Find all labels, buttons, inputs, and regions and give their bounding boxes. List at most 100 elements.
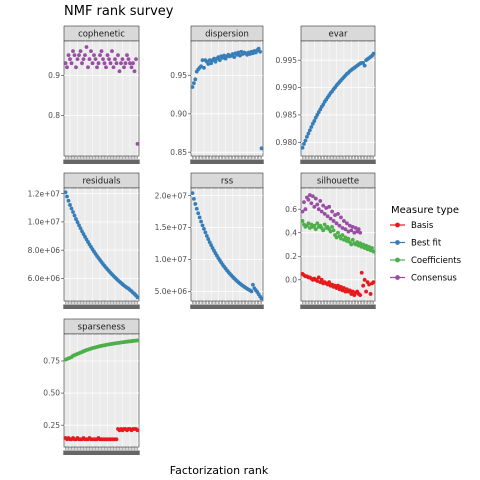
point-consensus [131, 61, 135, 65]
x-tick-label-glyph [135, 160, 139, 165]
point-basis [317, 276, 321, 280]
point-consensus [349, 228, 353, 232]
plot-background-residuals [64, 188, 139, 301]
legend: Measure type Basis Best fit Coefficients Co… [390, 205, 462, 284]
point-consensus [121, 57, 125, 61]
point-best-fit [202, 227, 206, 231]
y-tick-label: 1.0e+07 [28, 218, 61, 227]
point-consensus [112, 65, 116, 69]
point-basis [115, 437, 119, 441]
strip-label-sparseness: sparseness [78, 323, 126, 333]
point-best-fit [191, 85, 195, 89]
point-consensus [133, 69, 137, 73]
point-consensus [119, 61, 123, 65]
point-best-fit [191, 191, 195, 195]
point-basis [358, 293, 362, 297]
panel-silhouette: silhouette0.00.20.40.6 [285, 173, 376, 309]
point-consensus [97, 61, 101, 65]
y-tick-label: 0.50 [43, 389, 60, 398]
panel-rss: rss 5.0e+06 1.0e+07 1.5e+07 2.0e+07 [155, 173, 264, 309]
point-consensus [307, 198, 311, 202]
point-basis [320, 278, 324, 282]
y-tick-label: 5.0e+06 [155, 287, 188, 296]
point-consensus [312, 205, 316, 209]
point-best-fit [363, 64, 367, 68]
point-consensus [80, 61, 84, 65]
strip-label-cophenetic: cophenetic [78, 30, 125, 40]
legend-entry: Basis [411, 221, 434, 231]
point-consensus [71, 49, 75, 53]
point-best-fit [260, 146, 264, 150]
point-best-fit [65, 195, 69, 199]
y-tick-label: 0.980 [276, 138, 298, 147]
point-best-fit [307, 132, 311, 136]
point-best-fit [202, 66, 206, 70]
point-best-fit [64, 190, 68, 194]
point-best-fit [308, 128, 312, 132]
point-consensus [321, 204, 325, 208]
chart-title: NMF rank survey [64, 4, 174, 19]
point-basis [364, 290, 368, 294]
point-best-fit [201, 223, 205, 227]
point-consensus [76, 57, 80, 61]
y-tick-label: 0.9 [48, 71, 60, 80]
point-consensus [329, 217, 333, 221]
point-best-fit [196, 211, 200, 215]
point-consensus [65, 65, 69, 69]
point-coefficients [314, 227, 318, 231]
point-best-fit [199, 220, 203, 224]
point-coefficients [136, 339, 140, 343]
y-tick-label: 0.990 [276, 83, 298, 92]
point-basis [363, 278, 367, 282]
y-tick-label: 0.995 [276, 56, 298, 65]
point-consensus [88, 57, 92, 61]
point-consensus [86, 65, 90, 69]
point-consensus [301, 210, 305, 214]
panel-evar: evar 0.980 0.985 0.990 0.995 [276, 26, 376, 164]
y-tick-label: 0.0 [285, 275, 297, 284]
point-coefficients [330, 225, 334, 229]
point-consensus [326, 214, 330, 218]
point-consensus [64, 61, 68, 65]
strip-label-rss: rss [221, 177, 234, 187]
y-tick-label: 0.95 [170, 71, 187, 80]
strip-label-evar: evar [329, 30, 348, 40]
point-best-fit [195, 207, 199, 211]
point-consensus [130, 65, 134, 69]
point-consensus [332, 219, 336, 223]
point-best-fit [250, 290, 254, 294]
point-consensus [335, 221, 339, 225]
point-consensus [358, 231, 362, 235]
point-best-fit [301, 146, 305, 150]
y-tick-label: 8.0e+06 [28, 246, 61, 255]
point-coefficients [323, 223, 327, 227]
legend-key-point [395, 240, 400, 245]
point-best-fit [193, 202, 197, 206]
point-consensus [127, 57, 131, 61]
plot-background-evar [301, 41, 375, 156]
point-consensus [320, 210, 324, 214]
strip-label-residuals: residuals [82, 177, 121, 187]
point-consensus [304, 207, 308, 211]
y-tick-label: 0.85 [170, 148, 187, 157]
point-best-fit [198, 215, 202, 219]
point-consensus [309, 201, 313, 205]
x-tick-label-glyph [259, 160, 263, 165]
legend-key-point [395, 223, 400, 228]
point-best-fit [192, 81, 196, 85]
point-best-fit [192, 197, 196, 201]
point-consensus [67, 53, 71, 57]
point-consensus [91, 61, 95, 65]
point-consensus [136, 142, 140, 146]
point-consensus [101, 57, 105, 61]
point-consensus [339, 216, 343, 220]
point-consensus [116, 53, 120, 57]
point-consensus [115, 61, 119, 65]
x-tick-label-glyph [371, 160, 375, 165]
x-tick-label-glyph [135, 451, 139, 456]
point-best-fit [204, 230, 208, 234]
point-consensus [342, 219, 346, 223]
point-basis [327, 280, 331, 284]
point-consensus [317, 207, 321, 211]
x-tick-label-glyph [135, 305, 139, 310]
